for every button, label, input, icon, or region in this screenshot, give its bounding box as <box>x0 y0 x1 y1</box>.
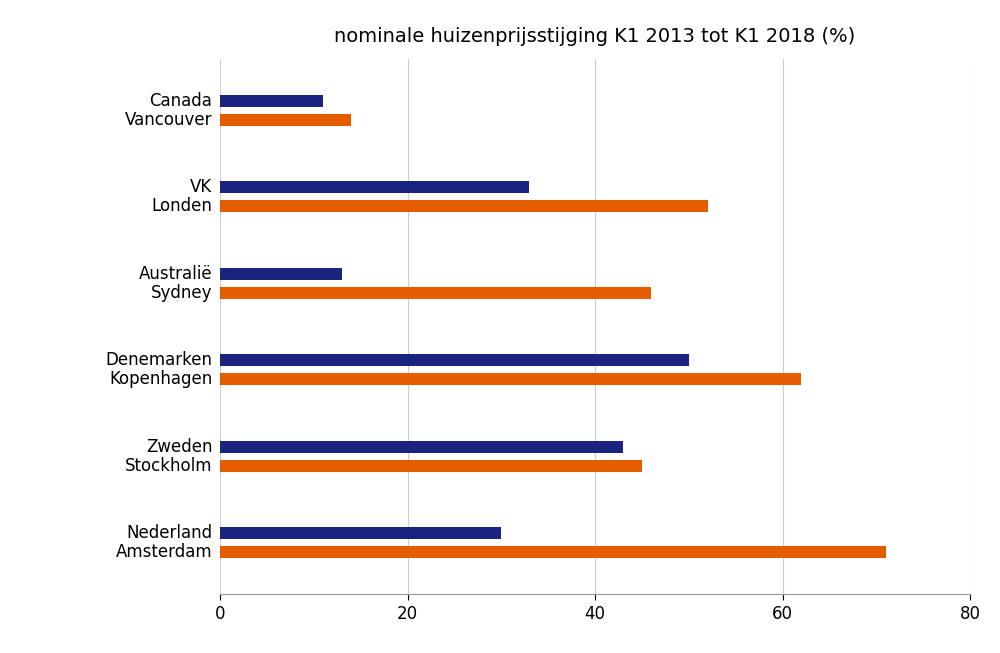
Text: Vancouver: Vancouver <box>125 111 212 129</box>
Text: Sydney: Sydney <box>151 284 212 302</box>
Text: Zweden: Zweden <box>146 438 212 456</box>
Text: Amsterdam: Amsterdam <box>116 543 212 561</box>
Title: nominale huizenprijsstijging K1 2013 tot K1 2018 (%): nominale huizenprijsstijging K1 2013 tot… <box>334 27 856 46</box>
Bar <box>220 200 708 212</box>
Bar <box>220 527 501 539</box>
Bar <box>220 182 529 193</box>
Text: Nederland: Nederland <box>126 524 212 542</box>
Text: Londen: Londen <box>152 197 212 215</box>
Text: VK: VK <box>190 178 212 197</box>
Bar <box>220 114 351 126</box>
Bar <box>220 373 801 385</box>
Bar <box>220 460 642 471</box>
Bar <box>220 268 342 280</box>
Bar <box>220 546 886 558</box>
Text: Denemarken: Denemarken <box>106 351 212 369</box>
Bar <box>220 95 323 107</box>
Text: Kopenhagen: Kopenhagen <box>109 370 212 388</box>
Bar <box>220 354 689 366</box>
Bar <box>220 441 623 453</box>
Text: Australië: Australië <box>139 265 212 283</box>
Bar <box>220 287 651 299</box>
Text: Canada: Canada <box>150 92 212 110</box>
Text: Stockholm: Stockholm <box>125 456 212 475</box>
